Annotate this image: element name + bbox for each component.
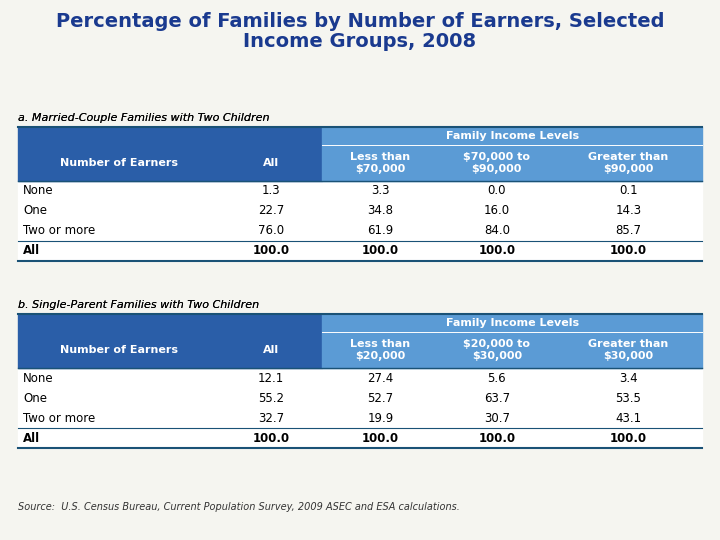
Text: 1.3: 1.3: [262, 185, 280, 198]
Text: 100.0: 100.0: [478, 245, 516, 258]
Text: 16.0: 16.0: [484, 205, 510, 218]
Text: 85.7: 85.7: [616, 225, 642, 238]
Text: 52.7: 52.7: [367, 392, 394, 404]
Text: None: None: [23, 185, 53, 198]
Text: Two or more: Two or more: [23, 225, 95, 238]
Text: b. Single-Parent Families with Two Children: b. Single-Parent Families with Two Child…: [18, 300, 259, 310]
Text: Number of Earners: Number of Earners: [60, 158, 178, 168]
Bar: [18, 201, 702, 221]
Text: 100.0: 100.0: [253, 245, 289, 258]
Text: 43.1: 43.1: [616, 411, 642, 424]
Text: 3.3: 3.3: [372, 185, 390, 198]
Text: 84.0: 84.0: [484, 225, 510, 238]
Text: 63.7: 63.7: [484, 392, 510, 404]
Bar: [18, 368, 702, 388]
Bar: [18, 221, 702, 241]
Text: a. Married-Couple Families with Two Children: a. Married-Couple Families with Two Chil…: [18, 113, 269, 123]
Bar: [18, 181, 702, 201]
Text: 53.5: 53.5: [616, 392, 642, 404]
Text: 5.6: 5.6: [487, 372, 506, 384]
Text: Family Income Levels: Family Income Levels: [446, 131, 579, 141]
Text: 32.7: 32.7: [258, 411, 284, 424]
Text: 30.7: 30.7: [484, 411, 510, 424]
Text: One: One: [23, 205, 47, 218]
Text: 100.0: 100.0: [362, 431, 399, 444]
Text: 0.0: 0.0: [487, 185, 506, 198]
Text: Greater than
$90,000: Greater than $90,000: [588, 152, 669, 174]
Text: 12.1: 12.1: [258, 372, 284, 384]
Text: 22.7: 22.7: [258, 205, 284, 218]
Text: All: All: [23, 245, 40, 258]
Text: a. Married-Couple Families with Two Children: a. Married-Couple Families with Two Chil…: [18, 113, 269, 123]
Bar: [18, 388, 702, 408]
Text: 61.9: 61.9: [367, 225, 394, 238]
Text: Family Income Levels: Family Income Levels: [446, 318, 579, 328]
Text: Source:  U.S. Census Bureau, Current Population Survey, 2009 ASEC and ESA calcul: Source: U.S. Census Bureau, Current Popu…: [18, 502, 460, 512]
Text: 0.1: 0.1: [619, 185, 638, 198]
Text: Income Groups, 2008: Income Groups, 2008: [243, 32, 477, 51]
Text: Greater than
$30,000: Greater than $30,000: [588, 339, 669, 361]
Text: Two or more: Two or more: [23, 411, 95, 424]
Text: 100.0: 100.0: [362, 245, 399, 258]
Text: Less than
$20,000: Less than $20,000: [351, 339, 410, 361]
Text: 55.2: 55.2: [258, 392, 284, 404]
Text: 34.8: 34.8: [367, 205, 394, 218]
Text: 3.4: 3.4: [619, 372, 638, 384]
Bar: [18, 241, 702, 261]
Text: All: All: [23, 431, 40, 444]
Text: 100.0: 100.0: [610, 431, 647, 444]
Bar: [18, 408, 702, 428]
Text: $20,000 to
$30,000: $20,000 to $30,000: [463, 339, 531, 361]
Bar: [18, 127, 323, 181]
Text: Less than
$70,000: Less than $70,000: [351, 152, 410, 174]
Text: b. Single-Parent Families with Two Children: b. Single-Parent Families with Two Child…: [18, 300, 259, 310]
Text: $70,000 to
$90,000: $70,000 to $90,000: [463, 152, 531, 174]
Bar: [323, 314, 702, 368]
Bar: [18, 314, 323, 368]
Text: 76.0: 76.0: [258, 225, 284, 238]
Bar: [323, 127, 702, 181]
Text: Number of Earners: Number of Earners: [60, 345, 178, 355]
Text: 19.9: 19.9: [367, 411, 394, 424]
Text: None: None: [23, 372, 53, 384]
Text: 100.0: 100.0: [478, 431, 516, 444]
Text: All: All: [263, 158, 279, 168]
Text: 14.3: 14.3: [616, 205, 642, 218]
Text: One: One: [23, 392, 47, 404]
Text: Percentage of Families by Number of Earners, Selected: Percentage of Families by Number of Earn…: [55, 12, 665, 31]
Text: 27.4: 27.4: [367, 372, 394, 384]
Bar: [18, 428, 702, 448]
Text: 100.0: 100.0: [253, 431, 289, 444]
Text: All: All: [263, 345, 279, 355]
Text: 100.0: 100.0: [610, 245, 647, 258]
